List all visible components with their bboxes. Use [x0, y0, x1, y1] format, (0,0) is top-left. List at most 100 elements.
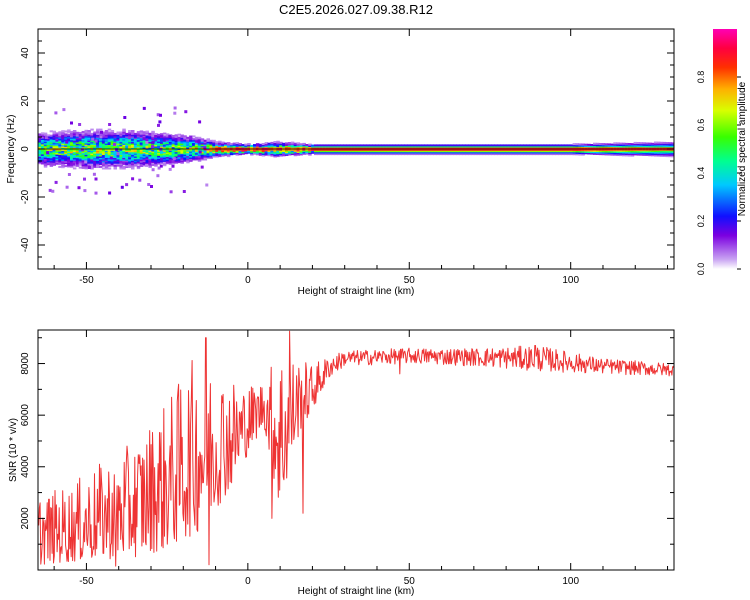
heatmap-cell [151, 152, 155, 155]
heatmap-cell [55, 141, 59, 144]
heatmap-cell [656, 154, 661, 157]
heatmap-cell [276, 146, 280, 149]
heatmap-cell [113, 153, 117, 156]
heatmap-cell [104, 167, 109, 170]
heatmap-noise-cell [171, 164, 175, 168]
heatmap-cell [174, 134, 179, 137]
heatmap-cell [81, 145, 86, 148]
heatmap-cell [110, 153, 115, 156]
heatmap-cell [514, 145, 518, 148]
heatmap-cell [497, 144, 501, 147]
heatmap-cell [314, 151, 318, 154]
heatmap-noise-cell [83, 189, 87, 193]
heatmap-cell [131, 161, 135, 164]
heatmap-cell [636, 146, 641, 149]
heatmap-cell [46, 154, 51, 157]
heatmap-cell [160, 150, 164, 153]
heatmap-cell [139, 150, 144, 153]
heatmap-cell [165, 146, 170, 149]
heatmap-cell [116, 132, 120, 135]
heatmap-cell [90, 135, 94, 138]
heatmap-cell [78, 137, 83, 140]
heatmap-noise-cell [172, 157, 176, 161]
heatmap-cell [212, 139, 216, 142]
heatmap-noise-cell [67, 173, 71, 176]
heatmap-cell [505, 151, 510, 154]
heatmap-cell [70, 131, 74, 134]
heatmap-cell [314, 145, 318, 148]
heatmap-cell [334, 151, 338, 154]
heatmap-cell [183, 141, 187, 144]
heatmap-cell [465, 153, 469, 156]
heatmap-cell [81, 133, 86, 136]
heatmap-cell [84, 162, 88, 165]
heatmap-cell [72, 132, 77, 135]
heatmap-cell [241, 149, 245, 152]
heatmap-cell [340, 150, 344, 153]
heatmap-cell [491, 153, 495, 156]
heatmap-cell [334, 144, 338, 147]
heatmap-cell [101, 167, 106, 170]
heatmap-cell [633, 152, 638, 154]
heatmap-cell [613, 143, 617, 146]
heatmap-cell [601, 146, 606, 148]
heatmap-cell [49, 140, 54, 143]
heatmap-cell [49, 136, 54, 139]
heatmap-cell [229, 143, 234, 146]
heatmap-cell [119, 150, 123, 153]
heatmap-cell [104, 147, 109, 150]
heatmap-cell [250, 146, 254, 149]
heatmap-cell [104, 163, 109, 166]
heatmap-cell [633, 153, 638, 156]
heatmap-cell [168, 154, 173, 157]
heatmap-cell [168, 141, 173, 144]
heatmap-cell [299, 144, 303, 147]
heatmap-cell [502, 151, 507, 154]
heatmap-cell [206, 145, 210, 148]
heatmap-cell [508, 144, 513, 147]
heatmap-cell [40, 133, 45, 136]
heatmap-cell [180, 134, 184, 137]
heatmap-cell [101, 158, 106, 161]
heatmap-cell [78, 149, 83, 152]
heatmap-cell [104, 132, 109, 135]
heatmap-cell [116, 150, 120, 153]
heatmap-cell [43, 154, 48, 157]
heatmap-cell [229, 144, 234, 147]
snr-xtick-label: 100 [562, 576, 579, 587]
heatmap-cell [270, 151, 274, 154]
heatmap-cell [398, 145, 402, 148]
heatmap-cell [133, 161, 138, 164]
heatmap-cell [177, 133, 181, 136]
heatmap-cell [58, 151, 62, 154]
heatmap-cell [168, 157, 173, 160]
heatmap-noise-cell [131, 177, 135, 181]
heatmap-cell [96, 161, 100, 164]
heatmap-cell [119, 158, 123, 161]
heatmap-cell [125, 163, 129, 166]
heatmap-cell [537, 151, 542, 154]
heatmap-cell [70, 161, 74, 164]
heatmap-cell [311, 150, 315, 153]
heatmap-cell [555, 153, 559, 156]
heatmap-cell [165, 149, 170, 152]
heatmap-noise-cell [65, 185, 69, 189]
heatmap-cell [99, 158, 103, 161]
heatmap-cell [93, 156, 97, 158]
heatmap-cell [206, 149, 210, 152]
heatmap-cell [232, 144, 237, 146]
heatmap-cell [43, 155, 48, 158]
heatmap-cell [578, 144, 582, 147]
heatmap-cell [212, 145, 216, 148]
heatmap-cell [78, 145, 83, 147]
heatmap-cell [450, 145, 455, 148]
heatmap-cell [46, 157, 51, 160]
heatmap-cell [180, 154, 184, 157]
heatmap-cell [328, 151, 333, 154]
heatmap-cell [343, 145, 347, 148]
heatmap-cell [99, 151, 103, 154]
heatmap-cell [40, 153, 45, 156]
heatmap-cell [148, 140, 152, 142]
heatmap-cell [462, 145, 466, 148]
heatmap-cell [107, 167, 112, 170]
